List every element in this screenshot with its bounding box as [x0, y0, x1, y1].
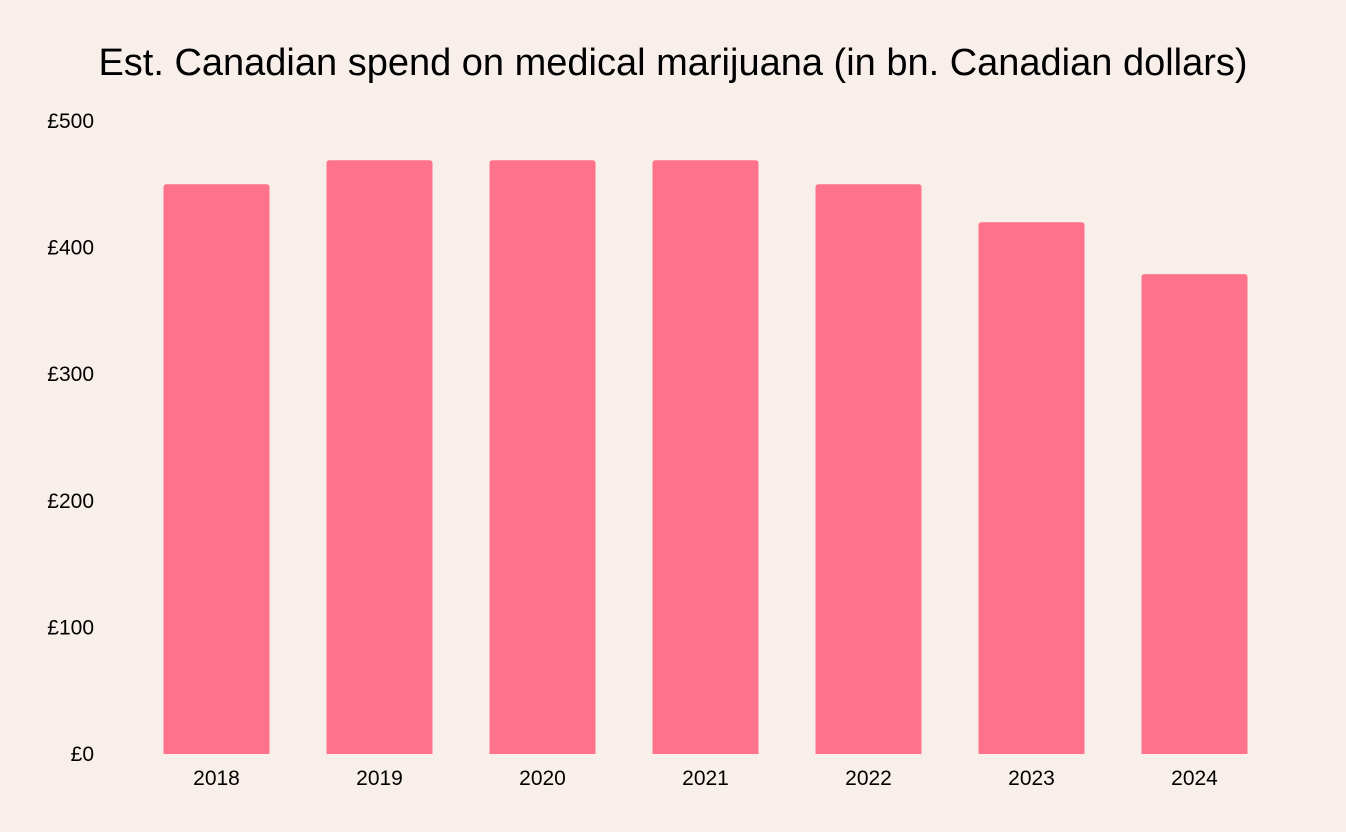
y-tick-label: £0 [71, 743, 94, 766]
x-tick-label: 2024 [1171, 767, 1218, 790]
y-tick-label: £100 [47, 616, 94, 639]
chart-title: Est. Canadian spend on medical marijuana… [98, 42, 1247, 84]
y-tick-label: £300 [47, 363, 94, 386]
x-axis-ticks: 2018 2019 2020 2021 2022 2023 2024 [193, 767, 1218, 790]
x-tick-label: 2020 [519, 767, 566, 790]
bar-2024 [1141, 274, 1248, 754]
x-tick-label: 2019 [356, 767, 403, 790]
bar-2021 [652, 160, 759, 755]
y-tick-label: £500 [47, 110, 94, 133]
bar-2019 [326, 160, 433, 755]
y-axis-ticks: £0 £100 £200 £300 £400 £500 [47, 110, 94, 766]
x-tick-label: 2021 [682, 767, 729, 790]
bar-2022 [815, 184, 922, 755]
x-tick-label: 2018 [193, 767, 240, 790]
bars-group [163, 160, 1248, 755]
bar-2020 [489, 160, 596, 755]
y-tick-label: £400 [47, 237, 94, 260]
bar-2018 [163, 184, 270, 755]
y-tick-label: £200 [47, 490, 94, 513]
bar-2023 [978, 222, 1085, 754]
x-tick-label: 2022 [845, 767, 892, 790]
x-tick-label: 2023 [1008, 767, 1055, 790]
